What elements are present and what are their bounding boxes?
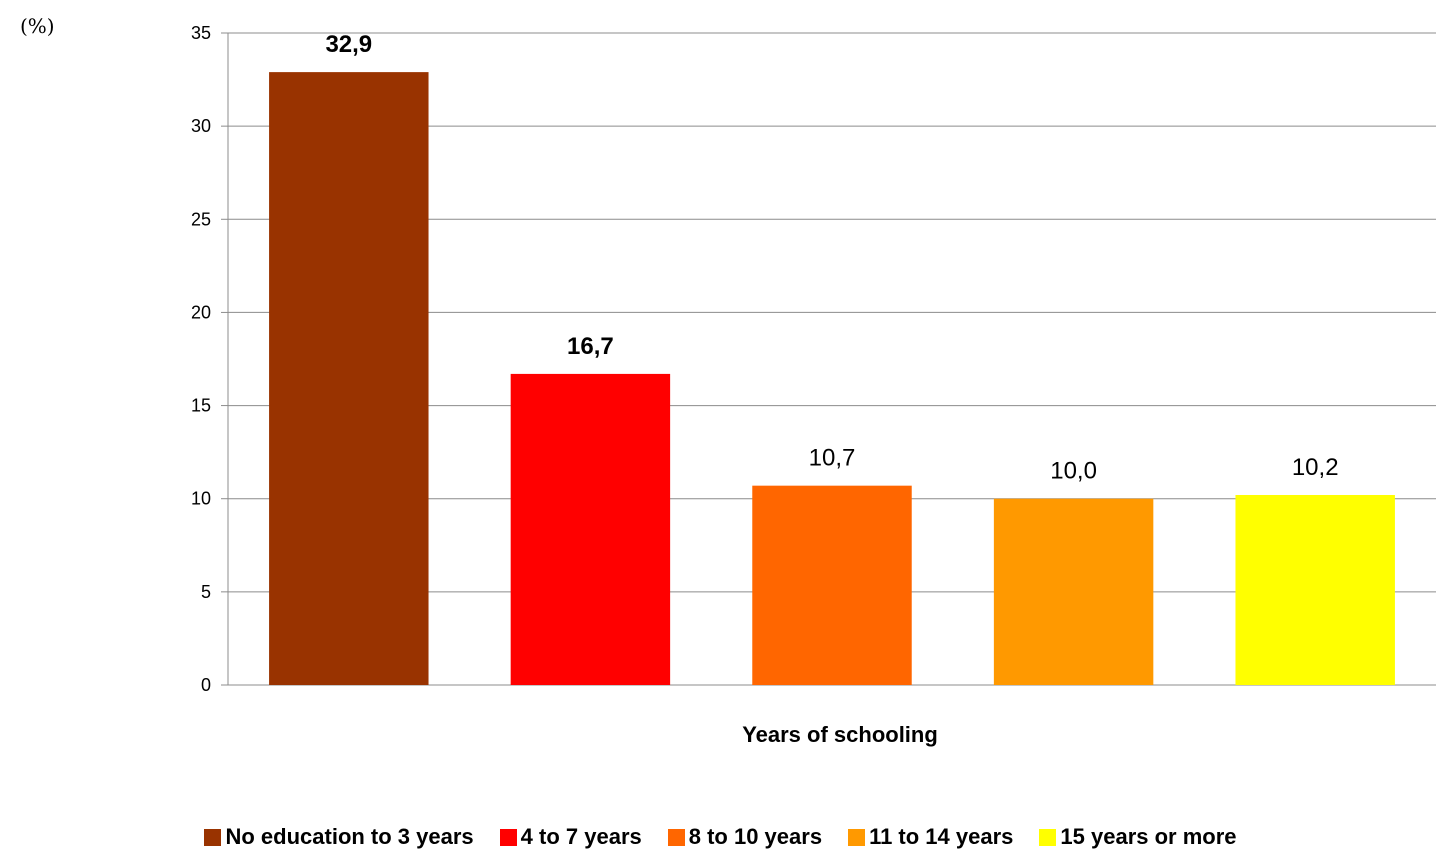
- unit-label: (%): [20, 14, 55, 38]
- legend-label: 15 years or more: [1060, 824, 1237, 849]
- legend: No education to 3 years 4 to 7 years 8 to …: [0, 822, 1441, 852]
- data-label: 32,9: [325, 31, 372, 58]
- legend-swatch: [499, 828, 517, 846]
- y-tick-label: 30: [191, 116, 211, 136]
- bar: [993, 498, 1154, 685]
- y-tick-label: 0: [201, 675, 211, 695]
- data-label: 10,0: [1050, 458, 1097, 485]
- legend-label: No education to 3 years: [225, 824, 474, 849]
- legend-swatch: [1039, 828, 1057, 846]
- legend-swatch: [667, 828, 685, 846]
- bar: [510, 373, 671, 685]
- legend-item: No education to 3 years: [204, 824, 474, 850]
- legend-label: 8 to 10 years: [688, 824, 823, 849]
- x-axis-label: Years of schooling: [742, 722, 938, 747]
- data-label: 10,2: [1292, 454, 1339, 481]
- legend-item: 11 to 14 years: [848, 824, 1013, 850]
- legend-item: 4 to 7 years: [499, 824, 642, 850]
- y-tick-label: 25: [191, 209, 211, 229]
- legend-item: 15 years or more: [1039, 824, 1237, 850]
- data-label: 10,7: [809, 445, 856, 472]
- data-labels: 32,9 16,7 10,7 10,0 10,2: [325, 31, 1338, 485]
- legend-label: 4 to 7 years: [520, 824, 642, 849]
- y-tick-label: 5: [201, 582, 211, 602]
- bar: [752, 485, 912, 685]
- y-tick-label: 20: [191, 302, 211, 322]
- bar: [269, 72, 429, 686]
- legend-swatch: [204, 828, 222, 846]
- legend-swatch: [848, 828, 866, 846]
- y-tick-label: 35: [191, 23, 211, 43]
- y-axis: 0 5 10 15 20 25 30 35: [191, 23, 229, 695]
- data-label: 16,7: [567, 333, 614, 360]
- legend-item: 8 to 10 years: [667, 824, 823, 850]
- y-tick-label: 10: [191, 489, 211, 509]
- bars: [269, 72, 1395, 686]
- bar: [1235, 494, 1395, 685]
- legend-label: 11 to 14 years: [869, 824, 1014, 849]
- y-tick-label: 15: [191, 396, 211, 416]
